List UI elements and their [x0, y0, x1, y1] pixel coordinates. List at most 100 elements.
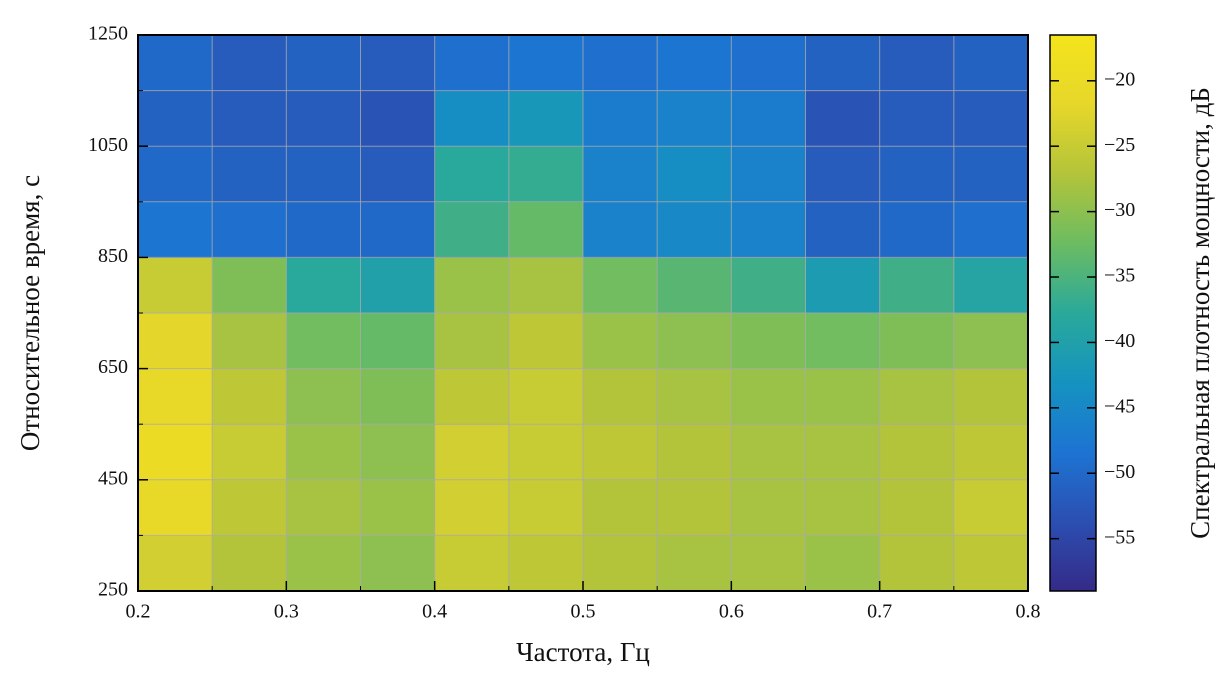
- heat-cell: [731, 35, 806, 92]
- heat-cell: [360, 535, 436, 592]
- heat-cell: [731, 368, 806, 425]
- heat-cell: [138, 90, 213, 147]
- heat-cell: [434, 35, 510, 92]
- heat-cell: [731, 90, 806, 147]
- heat-cell: [138, 257, 213, 314]
- heat-cell: [286, 257, 361, 314]
- y-tick-label: 1050: [88, 134, 128, 156]
- heat-cell: [657, 257, 732, 314]
- heat-cell: [212, 257, 287, 314]
- heat-cell: [138, 535, 213, 592]
- heat-cell: [805, 35, 881, 92]
- heat-cell: [953, 424, 1029, 481]
- x-tick-label: 0.8: [1016, 601, 1041, 623]
- heat-cell: [953, 35, 1029, 92]
- colorbar-tick-label: −20: [1104, 68, 1135, 90]
- heat-cell: [953, 479, 1029, 536]
- heat-cell: [138, 313, 213, 370]
- heat-cell: [508, 90, 584, 147]
- heat-cell: [805, 535, 881, 592]
- heat-cell: [360, 35, 436, 92]
- heat-cell: [731, 201, 806, 258]
- colorbar-tick-label: −40: [1104, 330, 1135, 352]
- heat-cell: [212, 535, 287, 592]
- heat-cell: [583, 368, 658, 425]
- heat-cell: [508, 424, 584, 481]
- colorbar-tick-label: −25: [1104, 134, 1135, 156]
- heat-cell: [879, 35, 955, 92]
- heat-cell: [286, 479, 361, 536]
- heat-cell: [953, 313, 1029, 370]
- heat-cell: [657, 90, 732, 147]
- heat-cell: [360, 368, 436, 425]
- heat-cell: [138, 201, 213, 258]
- heat-cell: [434, 535, 510, 592]
- colorbar: [1049, 34, 1097, 592]
- heat-cell: [508, 479, 584, 536]
- heat-cell: [805, 257, 881, 314]
- heat-cell: [879, 479, 955, 536]
- heat-cell: [286, 146, 361, 203]
- y-tick-label: 250: [98, 579, 128, 601]
- heat-cell: [805, 201, 881, 258]
- heat-cell: [138, 35, 213, 92]
- heat-cell: [212, 479, 287, 536]
- heat-cell: [879, 424, 955, 481]
- heat-cell: [805, 90, 881, 147]
- heat-cell: [212, 201, 287, 258]
- y-tick-label: 1250: [88, 23, 128, 45]
- heat-cell: [657, 479, 732, 536]
- heat-cell: [286, 35, 361, 92]
- heat-cell: [434, 146, 510, 203]
- heat-cell: [138, 479, 213, 536]
- heat-cell: [508, 35, 584, 92]
- heat-cell: [434, 257, 510, 314]
- heat-cell: [583, 479, 658, 536]
- heat-cell: [583, 257, 658, 314]
- heat-cell: [286, 424, 361, 481]
- heat-cell: [583, 313, 658, 370]
- heat-cell: [805, 146, 881, 203]
- heat-cell: [360, 479, 436, 536]
- heat-cell: [583, 35, 658, 92]
- heat-cell: [434, 368, 510, 425]
- heat-cell: [434, 424, 510, 481]
- heat-cell: [805, 424, 881, 481]
- colorbar-tick-label: −45: [1104, 395, 1135, 417]
- heat-cell: [805, 313, 881, 370]
- heat-cell: [286, 201, 361, 258]
- heat-cell: [508, 146, 584, 203]
- heat-cell: [879, 368, 955, 425]
- y-tick-label: 850: [98, 245, 128, 267]
- heat-cell: [286, 313, 361, 370]
- heat-cell: [731, 424, 806, 481]
- heat-cell: [212, 35, 287, 92]
- heat-cell: [879, 313, 955, 370]
- heat-cell: [953, 90, 1029, 147]
- heat-cell: [508, 313, 584, 370]
- heat-cell: [657, 146, 732, 203]
- heat-cell: [805, 368, 881, 425]
- heat-cell: [583, 424, 658, 481]
- heat-cell: [212, 368, 287, 425]
- heat-cell: [583, 146, 658, 203]
- heat-cell: [953, 535, 1029, 592]
- heat-cell: [286, 535, 361, 592]
- heat-cell: [879, 201, 955, 258]
- heat-cell: [434, 313, 510, 370]
- heat-cell: [805, 479, 881, 536]
- colorbar-tick-label: −30: [1104, 199, 1135, 221]
- heat-cell: [657, 201, 732, 258]
- plot-frame: [137, 34, 1029, 592]
- heat-cell: [138, 424, 213, 481]
- x-tick-label: 0.5: [571, 601, 596, 623]
- heat-cell: [434, 201, 510, 258]
- heat-cell: [731, 313, 806, 370]
- heat-cell: [731, 479, 806, 536]
- y-axis-label: Относительное время, с: [15, 175, 45, 451]
- heat-cell: [508, 201, 584, 258]
- heat-cell: [879, 146, 955, 203]
- heat-cell: [953, 201, 1029, 258]
- heat-cell: [731, 535, 806, 592]
